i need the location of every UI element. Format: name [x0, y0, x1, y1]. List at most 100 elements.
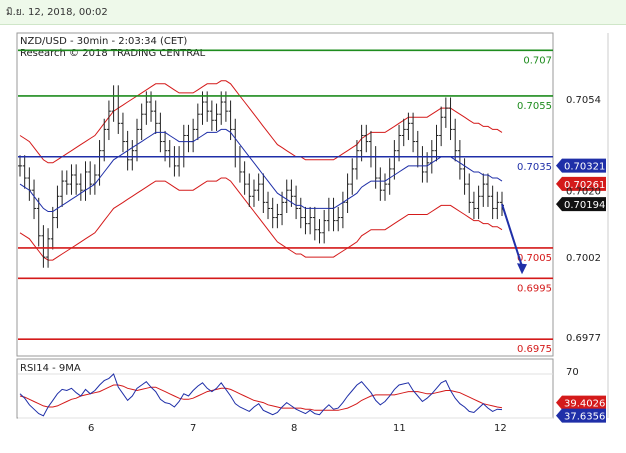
- candle: [153, 100, 158, 134]
- rsi-badge-label: 37.6356: [564, 412, 605, 423]
- candle: [247, 173, 252, 207]
- candle: [298, 197, 303, 229]
- candle: [60, 170, 65, 207]
- candle: [134, 118, 139, 162]
- candle: [36, 197, 41, 247]
- candle: [485, 173, 490, 207]
- price-badge-label: 0.70321: [564, 162, 605, 173]
- candle: [102, 118, 107, 162]
- candle: [228, 100, 233, 141]
- x-tick-label: 12: [494, 423, 507, 434]
- candle: [481, 173, 486, 207]
- rsi-y-tick-label: 70: [566, 367, 579, 378]
- candle: [32, 179, 37, 220]
- candle: [139, 103, 144, 141]
- price-levels: 0.707 0.7055 0.7035 0.7005 0.6995 0.6975: [18, 49, 553, 355]
- price-level-label: 0.7035: [517, 162, 552, 173]
- rsi-plot-frame: [16, 358, 554, 419]
- candle: [345, 173, 350, 213]
- rsi-title: RSI14 - 9MA: [20, 363, 81, 374]
- candle: [130, 140, 135, 171]
- candle: [378, 167, 383, 201]
- candle: [120, 112, 125, 153]
- candle: [209, 100, 214, 131]
- candle: [471, 191, 476, 220]
- candle: [476, 185, 481, 220]
- candle: [303, 206, 308, 235]
- price-badge: 0.70321: [556, 158, 606, 173]
- candle: [18, 155, 22, 177]
- price-badge: 0.70261: [556, 176, 606, 191]
- candle: [392, 140, 397, 180]
- candle: [280, 191, 285, 226]
- candle: [336, 206, 341, 232]
- candle: [195, 103, 200, 141]
- candle: [462, 158, 467, 195]
- header-bar: มิ.ย. 12, 2018, 00:02: [0, 0, 626, 25]
- candle: [284, 179, 289, 213]
- candle: [256, 173, 261, 201]
- candle: [350, 158, 355, 195]
- candle: [322, 209, 327, 244]
- moving-average-line: [19, 128, 503, 212]
- candle: [261, 173, 266, 213]
- candle: [383, 173, 388, 201]
- lower-band-line: [19, 177, 503, 261]
- candle: [317, 219, 322, 244]
- rsi-badge: 39.4026: [556, 395, 606, 410]
- price-level-label: 0.6975: [517, 344, 552, 355]
- candle: [467, 173, 472, 213]
- bollinger-bands: [19, 80, 503, 261]
- candle: [275, 203, 280, 229]
- y-tick-label: 0.6977: [566, 333, 601, 344]
- candle: [448, 97, 453, 141]
- candle: [219, 91, 224, 125]
- candle: [200, 91, 205, 125]
- x-tick-label: 6: [88, 423, 94, 434]
- candle: [294, 185, 299, 220]
- candle: [359, 124, 364, 162]
- forecast-arrow-shaft: [501, 203, 523, 267]
- price-badges: 0.70321 0.70261 0.70194 0.7020: [556, 158, 606, 212]
- candle: [443, 97, 448, 128]
- x-tick-label: 11: [393, 423, 406, 434]
- rsi-ma-line: [19, 384, 503, 411]
- rsi-line: [19, 373, 503, 417]
- candle: [364, 124, 369, 153]
- candle: [242, 161, 247, 195]
- candle: [387, 158, 392, 195]
- candle: [434, 124, 439, 162]
- candle: [64, 170, 69, 195]
- symbol-title: NZD/USD - 30min - 2:03:34 (CET): [20, 36, 187, 47]
- forecast-arrow-head: [517, 263, 527, 275]
- rsi-badge: 37.6356: [556, 408, 606, 423]
- price-badge-label: 0.70261: [564, 180, 605, 191]
- candle: [397, 124, 402, 162]
- candle: [495, 191, 500, 220]
- candle: [411, 112, 416, 153]
- candle: [74, 164, 79, 195]
- candle: [214, 103, 219, 131]
- price-level-label: 0.7005: [517, 253, 552, 264]
- upper-band-line: [19, 80, 503, 164]
- candle: [55, 185, 60, 229]
- candle: [457, 140, 462, 180]
- price-badge-label: 0.70194: [564, 200, 605, 211]
- y-tick-label: 0.7002: [566, 253, 601, 264]
- research-title: Research © 2018 TRADING CENTRAL: [20, 48, 206, 59]
- candle: [41, 225, 46, 268]
- candle: [88, 161, 93, 195]
- candle: [106, 100, 111, 141]
- candle: [312, 206, 317, 241]
- candle: [69, 164, 74, 195]
- candle: [401, 118, 406, 147]
- moving-average: [19, 128, 503, 212]
- main-plot-frame: [16, 32, 554, 357]
- candle: [490, 185, 495, 220]
- candle: [354, 140, 359, 180]
- price-badge: 0.70194: [556, 197, 606, 212]
- forecast-arrow: [501, 203, 527, 275]
- price-level-label: 0.7055: [517, 101, 552, 112]
- candle: [270, 197, 275, 229]
